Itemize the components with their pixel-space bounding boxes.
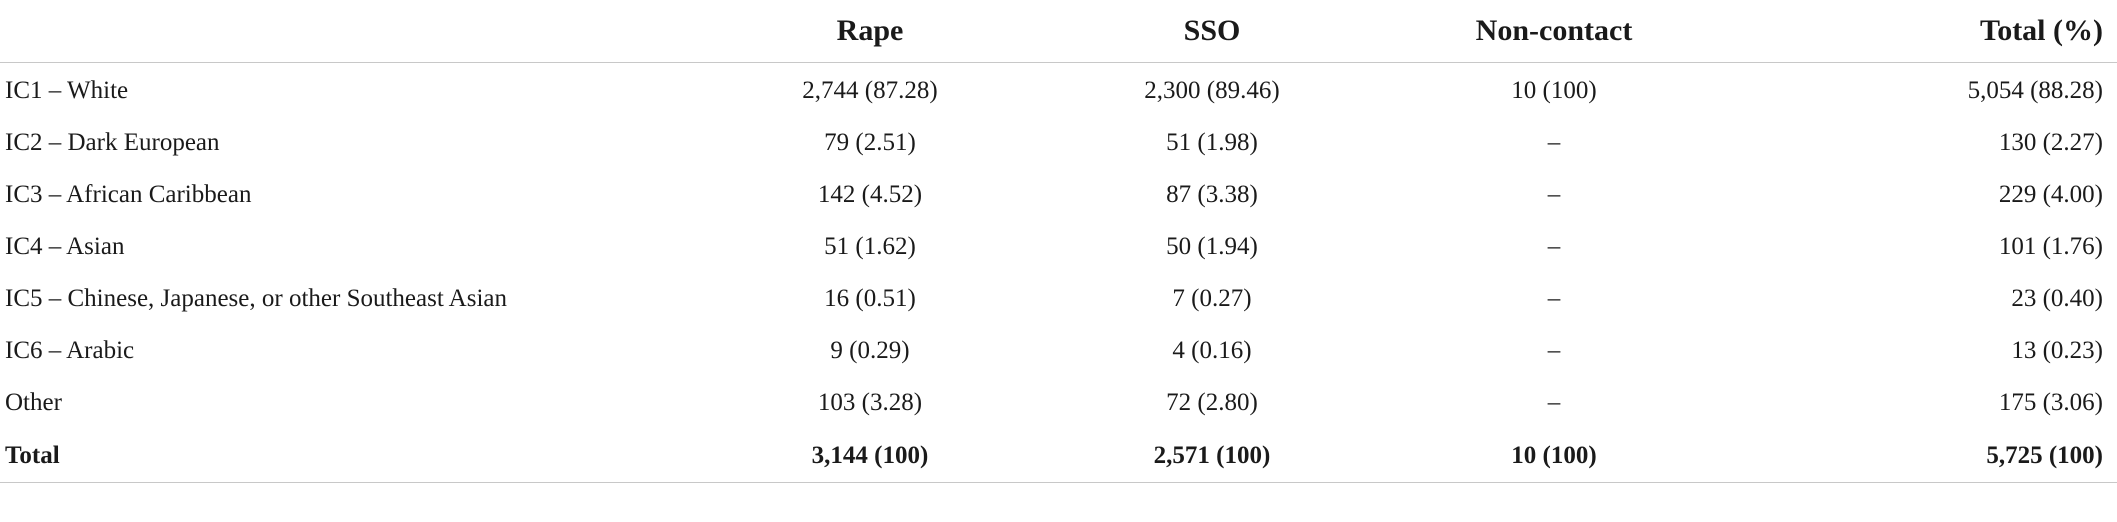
cell-sso: 87 (3.38) — [1166, 181, 1258, 208]
row-label: IC4 – Asian — [5, 233, 125, 260]
table-header: Rape SSO Non-contact Total (%) — [0, 0, 2117, 63]
header-total: Total (%) — [1724, 0, 2117, 63]
table-row: IC4 – Asian 51 (1.62) 50 (1.94) – 101 (1… — [0, 221, 2117, 273]
cell-rape: 51 (1.62) — [824, 233, 916, 260]
row-label: Other — [5, 389, 62, 416]
table-row: Other 103 (3.28) 72 (2.80) – 175 (3.06) — [0, 377, 2117, 429]
cell-non-contact: 10 (100) — [1511, 77, 1597, 104]
cell-sso: 51 (1.98) — [1166, 129, 1258, 156]
cell-total: 13 (0.23) — [2011, 337, 2103, 364]
table-body: IC1 – White 2,744 (87.28) 2,300 (89.46) … — [0, 63, 2117, 483]
table-row: IC2 – Dark European 79 (2.51) 51 (1.98) … — [0, 117, 2117, 169]
total-sso: 2,571 (100) — [1040, 429, 1384, 483]
cell-non-contact: – — [1547, 233, 1561, 260]
header-sso: SSO — [1040, 0, 1384, 63]
cell-sso: 7 (0.27) — [1172, 285, 1252, 312]
header-rape: Rape — [700, 0, 1040, 63]
total-total: 5,725 (100) — [1724, 429, 2117, 483]
cell-sso: 4 (0.16) — [1172, 337, 1252, 364]
total-rape: 3,144 (100) — [700, 429, 1040, 483]
cell-non-contact: – — [1547, 337, 1561, 364]
row-label: IC5 – Chinese, Japanese, or other Southe… — [5, 285, 507, 312]
cell-total: 229 (4.00) — [1998, 181, 2103, 208]
table-row: IC6 – Arabic 9 (0.29) 4 (0.16) – 13 (0.2… — [0, 325, 2117, 377]
row-label: IC6 – Arabic — [5, 337, 135, 364]
ethnicity-offence-table: Rape SSO Non-contact Total (%) IC1 – Whi… — [0, 0, 2117, 483]
row-label: IC1 – White — [5, 77, 129, 104]
row-label: IC2 – Dark European — [5, 129, 220, 156]
cell-sso: 72 (2.80) — [1166, 389, 1258, 416]
cell-rape: 9 (0.29) — [830, 337, 910, 364]
cell-sso: 2,300 (89.46) — [1144, 77, 1280, 104]
header-label — [0, 0, 700, 63]
cell-total: 130 (2.27) — [1998, 129, 2103, 156]
total-non-contact: 10 (100) — [1384, 429, 1724, 483]
total-row-label: Total — [0, 429, 700, 483]
table-row: IC3 – African Caribbean 142 (4.52) 87 (3… — [0, 169, 2117, 221]
cell-non-contact: – — [1547, 285, 1561, 312]
cell-total: 175 (3.06) — [1998, 389, 2103, 416]
cell-rape: 2,744 (87.28) — [802, 77, 938, 104]
cell-rape: 79 (2.51) — [824, 129, 916, 156]
row-label: IC3 – African Caribbean — [5, 181, 252, 208]
table-row: IC1 – White 2,744 (87.28) 2,300 (89.46) … — [0, 63, 2117, 118]
cell-sso: 50 (1.94) — [1166, 233, 1258, 260]
cell-rape: 103 (3.28) — [817, 389, 923, 416]
cell-rape: 142 (4.52) — [817, 181, 923, 208]
cell-non-contact: – — [1547, 181, 1561, 208]
cell-total: 5,054 (88.28) — [1967, 77, 2103, 104]
header-non-contact: Non-contact — [1384, 0, 1724, 63]
cell-total: 23 (0.40) — [2011, 285, 2103, 312]
cell-non-contact: – — [1547, 129, 1561, 156]
header-row: Rape SSO Non-contact Total (%) — [0, 0, 2117, 63]
cell-total: 101 (1.76) — [1998, 233, 2103, 260]
table-row: IC5 – Chinese, Japanese, or other Southe… — [0, 273, 2117, 325]
cell-non-contact: – — [1547, 389, 1561, 416]
cell-rape: 16 (0.51) — [824, 285, 916, 312]
total-row: Total 3,144 (100) 2,571 (100) 10 (100) 5… — [0, 429, 2117, 483]
